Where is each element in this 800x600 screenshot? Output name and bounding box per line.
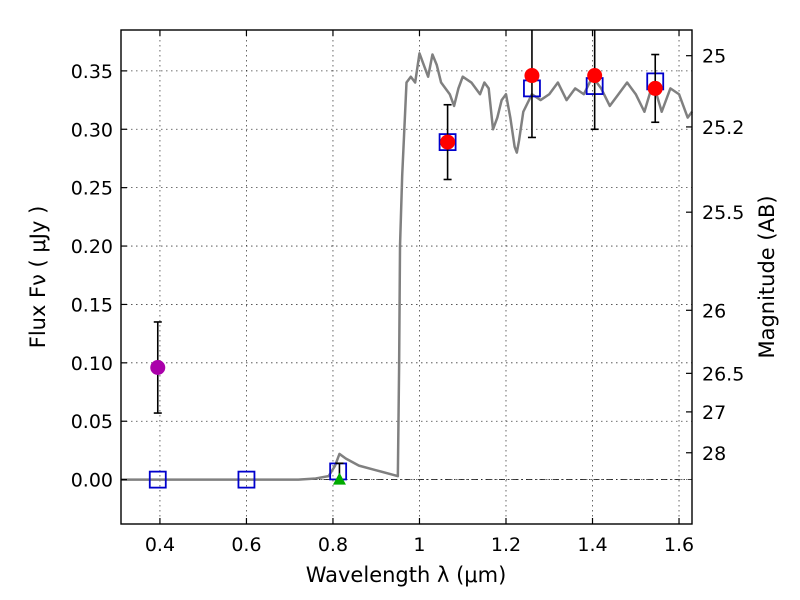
y-tick-label: 0.35 — [71, 61, 113, 83]
model-band-square — [237, 470, 256, 489]
y-tick-label: 0.20 — [71, 236, 113, 258]
plot-frame — [120, 29, 693, 525]
right-tick-label: 26 — [702, 300, 726, 322]
y-tick-label: 0.15 — [71, 294, 113, 316]
x-axis-label: Wavelength λ (μm) — [306, 563, 507, 587]
x-tick-label: 1 — [413, 534, 425, 556]
x-tick-label: 0.4 — [145, 534, 175, 556]
observed-flux-point — [587, 68, 603, 84]
right-tick-label: 28 — [702, 443, 726, 465]
upper-limit-triangle — [332, 472, 346, 485]
axis-ticks — [121, 30, 692, 524]
right-tick-label: 25.5 — [702, 202, 744, 224]
blue-band-flux-point — [150, 360, 166, 376]
x-tick-label: 0.6 — [231, 534, 261, 556]
series-group — [121, 30, 694, 489]
right-tick-label: 27 — [702, 402, 726, 424]
y-tick-label: 0.00 — [71, 470, 113, 492]
right-tick-label: 25.2 — [702, 117, 744, 139]
right-tick-label: 25 — [702, 46, 726, 68]
y-axis-label: Flux Fν ( μJy ) — [26, 206, 50, 349]
x-tick-label: 1.2 — [491, 534, 521, 556]
observed-flux-point — [440, 134, 456, 150]
observed-flux-point — [524, 68, 540, 84]
right-axis-label: Magnitude (AB) — [755, 195, 779, 358]
model-sed-line — [121, 52, 694, 481]
observed-flux-point — [647, 80, 663, 96]
y-tick-label: 0.25 — [71, 178, 113, 200]
x-tick-label: 1.6 — [664, 534, 694, 556]
grid-lines — [121, 30, 692, 524]
model-band-square — [148, 470, 167, 489]
right-tick-label: 26.5 — [702, 363, 744, 385]
y-tick-label: 0.30 — [71, 119, 113, 141]
y-tick-label: 0.05 — [71, 411, 113, 433]
x-tick-label: 0.8 — [318, 534, 348, 556]
y-tick-label: 0.10 — [71, 353, 113, 375]
x-tick-label: 1.4 — [577, 534, 607, 556]
